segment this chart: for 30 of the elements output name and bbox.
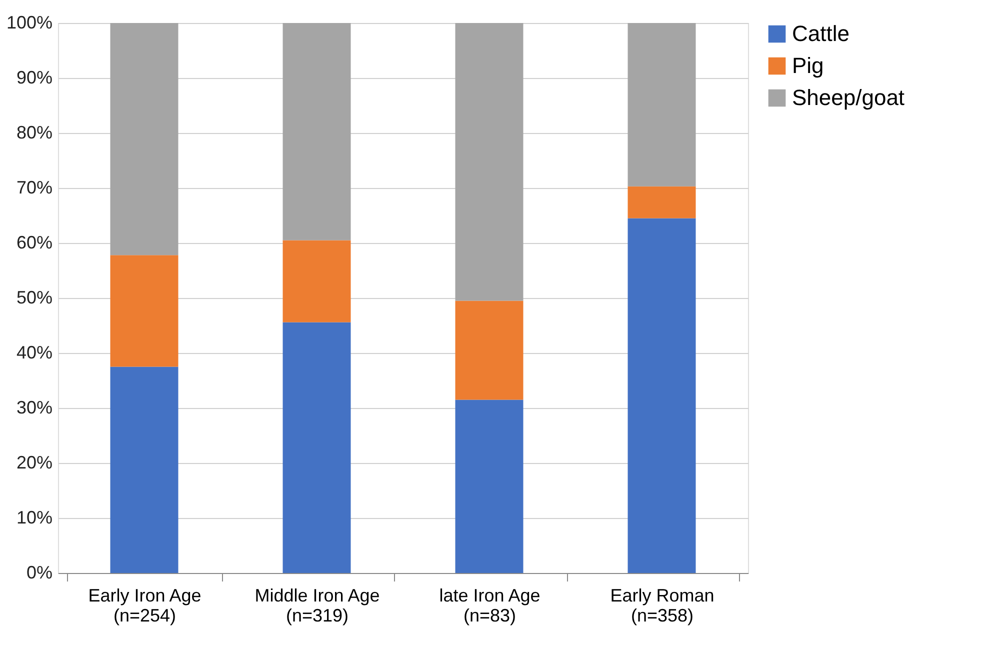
y-tick-label: 0% bbox=[26, 562, 52, 582]
y-tick-label: 40% bbox=[16, 342, 52, 362]
y-tick-label: 50% bbox=[16, 288, 52, 308]
bar bbox=[110, 255, 178, 367]
x-tick-label: Early Roman (n=358) bbox=[610, 586, 714, 626]
y-tick-label: 100% bbox=[6, 12, 52, 32]
y-tick-label: 20% bbox=[16, 452, 52, 472]
legend-label: Sheep/goat bbox=[792, 85, 905, 110]
bar bbox=[110, 23, 178, 256]
y-tick-label: 10% bbox=[16, 508, 52, 528]
legend-label: Cattle bbox=[792, 21, 850, 46]
x-tick-label: Middle Iron Age (n=319) bbox=[254, 586, 380, 626]
y-tick-label: 90% bbox=[16, 68, 52, 88]
bar bbox=[628, 218, 696, 573]
bar bbox=[455, 300, 524, 400]
bar bbox=[282, 322, 351, 573]
x-tick-label: Early Iron Age (n=254) bbox=[88, 586, 202, 626]
bar bbox=[455, 400, 524, 573]
bar bbox=[282, 240, 351, 322]
legend-label: Pig bbox=[792, 53, 824, 78]
bar bbox=[628, 23, 696, 186]
bar bbox=[110, 366, 178, 573]
bar bbox=[455, 23, 524, 301]
bar bbox=[628, 186, 696, 218]
y-tick-label: 70% bbox=[16, 178, 52, 198]
y-tick-label: 30% bbox=[16, 398, 52, 418]
y-tick-label: 80% bbox=[16, 122, 52, 142]
y-tick-label: 60% bbox=[16, 232, 52, 252]
bar bbox=[282, 23, 351, 240]
x-tick-label: late Iron Age (n=83) bbox=[439, 586, 540, 626]
